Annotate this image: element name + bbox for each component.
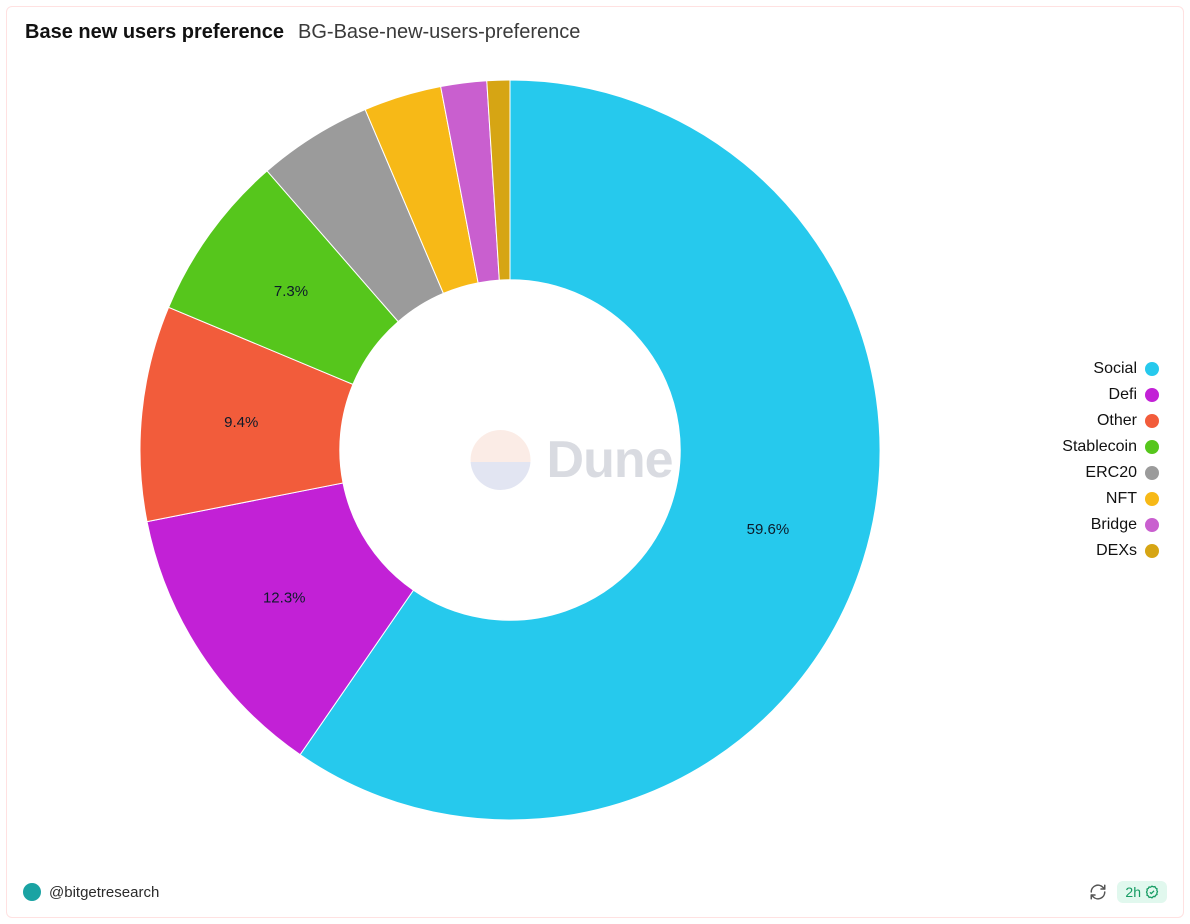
chart-legend: Social Defi Other Stablecoin ERC20 NFT Bridge D… xyxy=(1013,360,1183,560)
chart-area: 59.6%12.3%9.4%7.3% Dune SocialDefiOtherS… xyxy=(7,48,1183,871)
last-updated-badge[interactable]: 2h xyxy=(1117,881,1167,903)
legend-item[interactable]: ERC20 xyxy=(1013,464,1159,482)
slice-label: 59.6% xyxy=(747,521,790,538)
footer-actions: 2h xyxy=(1089,881,1167,903)
legend-dot-icon xyxy=(1145,518,1159,532)
legend-dot-icon xyxy=(1145,362,1159,376)
legend-item-label: Bridge xyxy=(1091,516,1137,534)
legend-item-label: NFT xyxy=(1106,490,1137,508)
legend-item[interactable]: NFT xyxy=(1013,490,1159,508)
chart-card: Base new users preference BG-Base-new-us… xyxy=(6,6,1184,918)
legend-dot-icon xyxy=(1145,440,1159,454)
legend-dot-icon xyxy=(1145,544,1159,558)
legend-item[interactable]: Defi xyxy=(1013,386,1159,404)
slice-label: 7.3% xyxy=(274,282,308,299)
slice-label: 12.3% xyxy=(263,589,306,606)
card-footer: @bitgetresearch 2h xyxy=(7,871,1183,917)
donut-chart-container: 59.6%12.3%9.4%7.3% Dune xyxy=(7,48,1013,871)
legend-item-label: Other xyxy=(1097,412,1137,430)
checkmark-badge-icon xyxy=(1145,885,1159,899)
legend-item[interactable]: Stablecoin xyxy=(1013,438,1159,456)
donut-chart: 59.6% 12.3% 9.4% 7.3% xyxy=(100,50,920,870)
legend-item-label: DEXs xyxy=(1096,542,1137,560)
author-avatar-icon xyxy=(23,883,41,901)
slice-label: 9.4% xyxy=(224,413,258,430)
legend-item-label: Defi xyxy=(1109,386,1137,404)
refresh-icon[interactable] xyxy=(1089,883,1107,901)
legend-item-label: Stablecoin xyxy=(1062,438,1137,456)
legend-item[interactable]: Other xyxy=(1013,412,1159,430)
legend-item[interactable]: DEXs xyxy=(1013,542,1159,560)
legend-item[interactable]: Social xyxy=(1013,360,1159,378)
legend-dot-icon xyxy=(1145,414,1159,428)
legend-dot-icon xyxy=(1145,466,1159,480)
chart-subtitle: BG-Base-new-users-preference xyxy=(298,21,580,44)
legend-item[interactable]: Bridge xyxy=(1013,516,1159,534)
legend-dot-icon xyxy=(1145,388,1159,402)
legend-dot-icon xyxy=(1145,492,1159,506)
chart-title: Base new users preference xyxy=(25,21,284,44)
author-link[interactable]: @bitgetresearch xyxy=(23,883,159,901)
last-updated-text: 2h xyxy=(1125,884,1141,900)
legend-item-label: Social xyxy=(1093,360,1137,378)
author-handle: @bitgetresearch xyxy=(49,884,159,901)
card-header: Base new users preference BG-Base-new-us… xyxy=(7,7,1183,48)
legend-item-label: ERC20 xyxy=(1085,464,1137,482)
